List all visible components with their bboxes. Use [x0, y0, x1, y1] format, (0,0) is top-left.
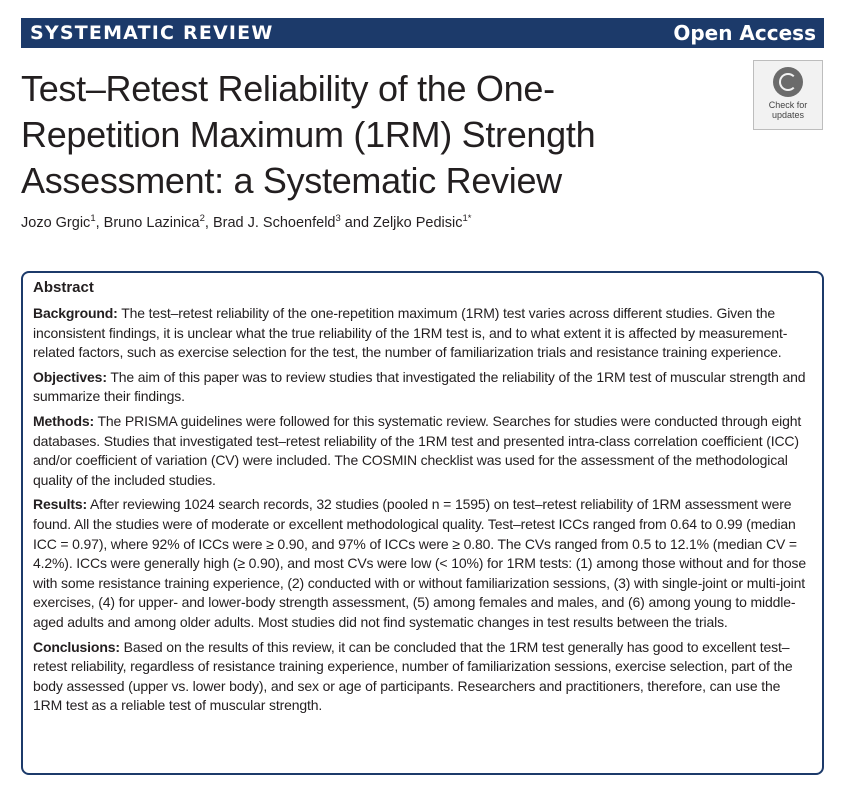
- section-text: Based on the results of this review, it …: [33, 638, 793, 714]
- abstract-results: Results: After reviewing 1024 search rec…: [33, 495, 812, 632]
- author-name[interactable]: Jozo Grgic: [21, 214, 91, 231]
- article-type-label: SYSTEMATIC REVIEW: [30, 22, 274, 44]
- section-text: The PRISMA guidelines were followed for …: [33, 412, 802, 488]
- section-text: The test–retest reliability of the one-r…: [33, 305, 788, 361]
- section-label: Results:: [33, 496, 88, 513]
- open-access-label: Open Access: [673, 21, 816, 45]
- section-label: Methods:: [33, 412, 95, 429]
- abstract-background: Background: The test–retest reliability …: [33, 304, 812, 363]
- author-name[interactable]: Brad J. Schoenfeld: [212, 214, 336, 231]
- abstract-heading: Abstract: [33, 279, 94, 296]
- abstract-conclusions: Conclusions: Based on the results of thi…: [33, 638, 812, 716]
- section-label: Objectives:: [33, 368, 107, 385]
- author-name[interactable]: Zeljko Pedisic: [373, 214, 463, 231]
- section-label: Background:: [33, 305, 118, 321]
- check-updates-line2: updates: [771, 110, 804, 120]
- author-affiliation: 2: [199, 213, 205, 224]
- author-separator: ,: [95, 214, 104, 231]
- author-affiliation: 3: [335, 213, 341, 224]
- author-separator: ,: [204, 214, 213, 231]
- author-separator: and: [340, 214, 374, 231]
- author-list: Jozo Grgic1, Bruno Lazinica2, Brad J. Sc…: [21, 213, 471, 231]
- section-text: The aim of this paper was to review stud…: [33, 368, 806, 405]
- abstract-objectives: Objectives: The aim of this paper was to…: [33, 368, 812, 407]
- article-type-banner: SYSTEMATIC REVIEW Open Access: [21, 18, 824, 48]
- author-affiliation: 1: [90, 213, 96, 224]
- author-name[interactable]: Bruno Lazinica: [103, 214, 200, 231]
- article-title: Test–Retest Reliability of the One-Repet…: [21, 68, 596, 201]
- abstract-methods: Methods: The PRISMA guidelines were foll…: [33, 412, 812, 490]
- section-text: After reviewing 1024 search records, 32 …: [33, 496, 807, 630]
- abstract-box: Abstract Background: The test–retest rel…: [21, 271, 824, 775]
- section-label: Conclusions:: [33, 638, 120, 655]
- check-for-updates-button[interactable]: Check for updates: [753, 60, 823, 130]
- crossmark-icon: [773, 67, 803, 97]
- check-updates-line1: Check for: [768, 100, 808, 110]
- author-affiliation: 1*: [462, 213, 472, 224]
